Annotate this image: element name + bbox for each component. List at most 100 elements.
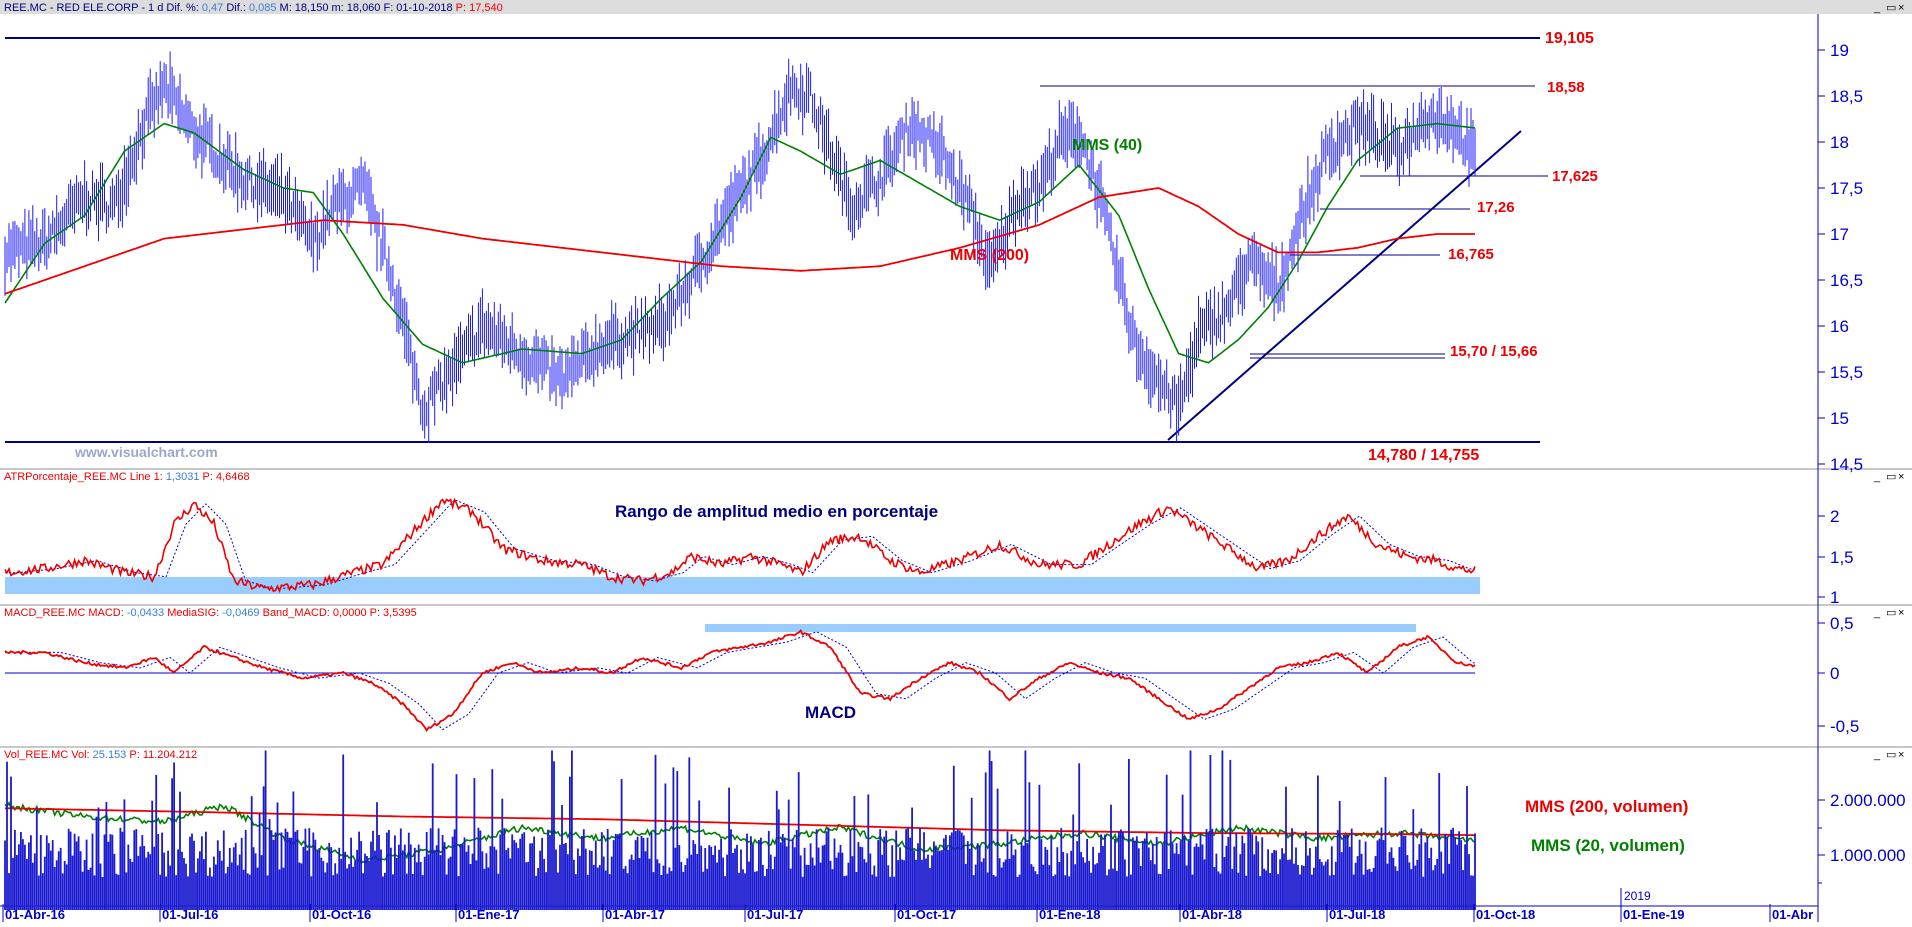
volume-bar bbox=[71, 855, 74, 910]
volume-bar bbox=[815, 829, 818, 910]
volume-bar bbox=[1309, 848, 1311, 910]
volume-bar bbox=[10, 776, 12, 910]
volume-bar bbox=[632, 859, 635, 910]
y-tick-label: 17,5 bbox=[1830, 179, 1863, 198]
volume-bar bbox=[1145, 832, 1148, 910]
volume-bar bbox=[752, 845, 754, 910]
volume-bar bbox=[664, 783, 667, 910]
volume-bar bbox=[207, 875, 209, 910]
volume-bar bbox=[698, 800, 701, 910]
volume-bar bbox=[1311, 874, 1313, 910]
volume-bar bbox=[1002, 862, 1005, 910]
volume-bar bbox=[119, 827, 122, 910]
volume-bar bbox=[686, 858, 689, 910]
volume-bar bbox=[1259, 876, 1262, 910]
volume-bar bbox=[764, 876, 766, 910]
volume-bar bbox=[443, 842, 446, 910]
close-icon[interactable]: × bbox=[1898, 471, 1904, 483]
volume-bar bbox=[101, 877, 104, 910]
volume-bar bbox=[1338, 801, 1341, 910]
volume-bar bbox=[889, 876, 892, 910]
volume-bar bbox=[1368, 868, 1371, 910]
restore-icon[interactable]: ▭ bbox=[1886, 607, 1896, 619]
restore-icon[interactable]: ▭ bbox=[1886, 471, 1896, 483]
volume-bar bbox=[990, 761, 993, 910]
volume-bar bbox=[1249, 829, 1252, 910]
volume-bar bbox=[1024, 750, 1027, 910]
label-1570: 15,70 / 15,66 bbox=[1450, 343, 1538, 360]
volume-bar bbox=[199, 851, 201, 910]
volume-bar bbox=[692, 840, 695, 910]
volume-bar bbox=[304, 828, 307, 910]
volume-bar bbox=[767, 830, 770, 910]
volume-bar bbox=[1058, 862, 1061, 910]
volume-bar bbox=[1008, 858, 1011, 910]
volume-bar bbox=[1239, 854, 1242, 910]
volume-bar bbox=[224, 873, 227, 910]
volume-bar bbox=[465, 851, 468, 910]
minimize-icon[interactable]: _ bbox=[1873, 471, 1881, 483]
volume-bar bbox=[1157, 873, 1160, 910]
close-icon[interactable]: × bbox=[1898, 749, 1904, 761]
volume-bar bbox=[551, 750, 553, 910]
minimize-icon[interactable]: _ bbox=[1873, 607, 1881, 619]
macd-title: MACD bbox=[805, 703, 856, 722]
volume-bar bbox=[853, 796, 856, 910]
volume-bar bbox=[895, 830, 898, 910]
volume-bar bbox=[1356, 856, 1359, 910]
x-tick-label: 01-Jul-16 bbox=[162, 907, 218, 922]
volume-bar bbox=[555, 849, 557, 910]
volume-bar bbox=[606, 829, 609, 910]
volume-bar bbox=[1054, 874, 1057, 910]
volume-bar bbox=[869, 853, 872, 910]
volume-bar bbox=[139, 846, 142, 910]
volume-bar bbox=[976, 843, 979, 910]
volume-bar bbox=[37, 875, 40, 910]
window-controls[interactable]: _ ▭ × _ ▭ × _ ▭ × _ ▭ × bbox=[1873, 2, 1904, 761]
volume-bar bbox=[950, 832, 953, 910]
y-tick-label: 16 bbox=[1830, 317, 1849, 336]
x-tick-label: 01-Ene-18 bbox=[1039, 907, 1100, 922]
volume-bar bbox=[668, 867, 671, 910]
restore-icon[interactable]: ▭ bbox=[1886, 749, 1896, 761]
volume-bar bbox=[1247, 828, 1250, 910]
volume-bar bbox=[398, 844, 400, 910]
volume-bar bbox=[626, 873, 629, 910]
volume-bar bbox=[795, 830, 798, 910]
volume-bar bbox=[445, 874, 448, 910]
minimize-icon[interactable]: _ bbox=[1873, 749, 1881, 761]
volume-bar bbox=[887, 865, 890, 910]
volume-bar bbox=[1012, 855, 1015, 910]
volume-bar bbox=[724, 876, 726, 910]
volume-bar bbox=[503, 828, 506, 910]
close-icon[interactable]: × bbox=[1898, 607, 1904, 619]
volume-bar bbox=[841, 852, 844, 910]
volume-bar bbox=[927, 854, 929, 910]
volume-bar bbox=[1191, 874, 1194, 910]
volume-bar bbox=[847, 862, 850, 910]
volume-bar bbox=[750, 836, 752, 910]
volume-bar bbox=[1313, 867, 1315, 910]
mms40-line bbox=[4, 122, 1476, 364]
volume-bar bbox=[39, 835, 42, 910]
volume-bar bbox=[1283, 853, 1285, 910]
volume-bar bbox=[1195, 843, 1198, 910]
volume-bar bbox=[935, 846, 937, 910]
volume-bar bbox=[242, 869, 245, 910]
volume-bar bbox=[1050, 836, 1053, 910]
volume-bar bbox=[1068, 876, 1071, 910]
volume-bar bbox=[1434, 865, 1437, 910]
volume-bar bbox=[1118, 831, 1120, 910]
label-mms200: MMS (200) bbox=[950, 247, 1029, 264]
volume-bar bbox=[1094, 864, 1096, 910]
volume-bar bbox=[972, 875, 975, 910]
volume-bar bbox=[1221, 750, 1224, 910]
volume-bar bbox=[1175, 843, 1178, 910]
volume-bar bbox=[789, 868, 792, 910]
minimize-icon[interactable]: _ bbox=[1873, 2, 1881, 14]
restore-icon[interactable]: ▭ bbox=[1886, 2, 1896, 14]
volume-bar bbox=[947, 849, 949, 910]
close-icon[interactable]: × bbox=[1898, 2, 1904, 14]
volume-bar bbox=[1173, 853, 1176, 910]
volume-bar bbox=[1020, 842, 1023, 910]
